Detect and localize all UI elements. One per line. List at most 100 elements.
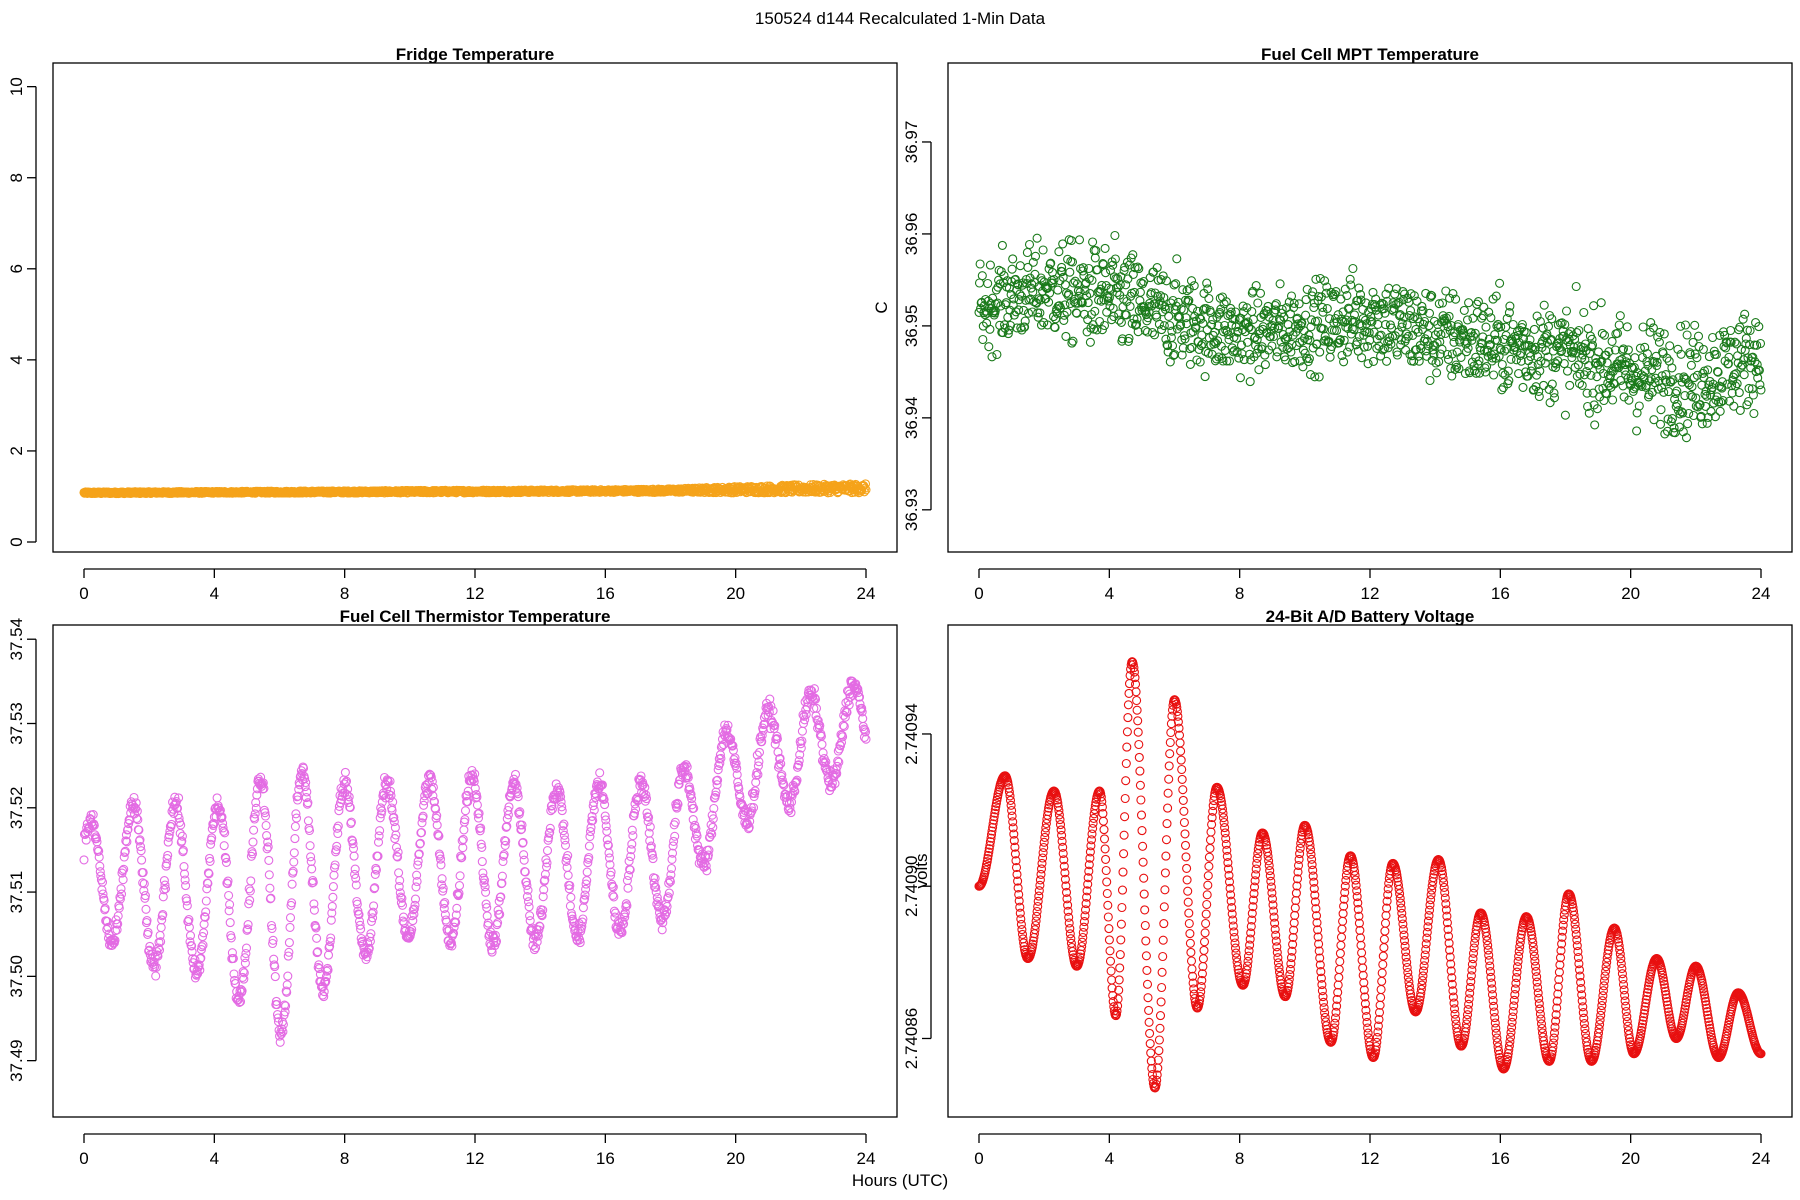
data-point: [388, 813, 398, 823]
data-point: [490, 930, 500, 940]
data-point: [1139, 276, 1149, 287]
x-tick-label: 4: [1105, 584, 1114, 603]
data-point: [1433, 327, 1443, 337]
data-point: [419, 800, 429, 810]
data-point: [460, 815, 470, 825]
panel-title: Fuel Cell MPT Temperature: [1261, 45, 1479, 64]
data-point: [1091, 245, 1101, 256]
data-point: [1497, 359, 1507, 370]
data-point: [96, 871, 106, 881]
data-point: [345, 802, 355, 813]
data-point: [1069, 278, 1079, 288]
data-point: [1114, 315, 1124, 325]
data-point: [369, 901, 379, 911]
data-point: [327, 901, 337, 911]
data-point: [179, 862, 189, 872]
data-point: [1652, 360, 1662, 371]
data-point: [351, 873, 361, 883]
data-point: [1477, 313, 1487, 323]
data-point: [1005, 320, 1016, 331]
data-point: [1716, 397, 1726, 407]
data-point: [132, 813, 142, 823]
data-point: [1228, 347, 1238, 357]
data-point: [287, 879, 297, 889]
data-point: [992, 349, 1002, 360]
data-point: [1711, 349, 1721, 360]
data-point: [1382, 296, 1392, 306]
data-point: [159, 885, 169, 895]
data-point: [1174, 312, 1185, 322]
data-point: [448, 928, 459, 938]
data-point: [1499, 346, 1510, 356]
data-point: [268, 935, 278, 945]
data-point: [1665, 341, 1675, 351]
data-point: [1732, 379, 1742, 389]
data-point: [1521, 367, 1531, 377]
data-point: [1301, 310, 1311, 320]
data-point: [481, 887, 491, 897]
panel-title: Fuel Cell Thermistor Temperature: [340, 607, 611, 626]
data-point: [284, 947, 294, 957]
data-point: [470, 783, 480, 793]
data-point: [1635, 343, 1645, 353]
data-point: [1559, 359, 1569, 369]
data-point: [1348, 263, 1358, 274]
data-point: [1335, 334, 1345, 345]
data-point: [139, 879, 149, 889]
data-point: [397, 893, 407, 903]
data-point: [412, 870, 422, 880]
y-tick-label: 37.49: [7, 1039, 26, 1082]
data-point: [997, 240, 1007, 250]
data-point: [162, 854, 172, 864]
data-point: [1721, 343, 1731, 353]
data-point: [1755, 338, 1766, 349]
data-point: [1562, 366, 1573, 376]
data-point: [1331, 287, 1341, 297]
data-point: [328, 892, 338, 902]
data-point: [1304, 330, 1314, 340]
data-point: [1267, 321, 1278, 331]
data-point: [1493, 319, 1503, 329]
data-point: [1640, 366, 1650, 376]
data-point: [1218, 356, 1228, 366]
data-point: [1484, 307, 1494, 317]
data-point: [1409, 291, 1419, 301]
data-point: [1124, 260, 1135, 270]
data-point: [1692, 353, 1702, 363]
data-point: [1197, 339, 1207, 349]
data-point: [346, 817, 356, 827]
data-point: [408, 905, 418, 915]
y-tick-label: 36.95: [902, 305, 921, 348]
data-point: [1036, 320, 1047, 330]
data-point: [509, 774, 519, 784]
data-point: [506, 788, 516, 798]
data-point: [243, 924, 253, 934]
data-point: [1276, 315, 1286, 325]
data-point: [313, 947, 323, 957]
data-point: [1437, 298, 1448, 308]
data-point: [1134, 264, 1144, 274]
data-point: [1045, 288, 1055, 298]
data-point: [1459, 305, 1469, 315]
data-point: [410, 894, 421, 904]
data-point: [1416, 344, 1426, 354]
data-point: [1110, 254, 1120, 264]
data-point: [1196, 341, 1206, 351]
data-point: [1587, 340, 1598, 350]
data-point: [395, 875, 405, 886]
x-tick-label: 24: [857, 584, 876, 603]
data-point: [1557, 346, 1567, 356]
figure-x-axis-label: Hours (UTC): [852, 1171, 948, 1190]
data-point: [1203, 348, 1213, 358]
data-point: [1632, 408, 1642, 418]
data-point: [385, 776, 395, 786]
data-point: [354, 910, 364, 920]
data-point: [1403, 331, 1413, 341]
data-point: [1521, 327, 1531, 337]
data-point: [373, 851, 383, 861]
data-point: [1067, 338, 1077, 348]
data-point: [1481, 322, 1491, 332]
data-point: [1042, 283, 1052, 294]
data-point: [1534, 391, 1544, 402]
y-tick-label: 37.51: [7, 871, 26, 914]
